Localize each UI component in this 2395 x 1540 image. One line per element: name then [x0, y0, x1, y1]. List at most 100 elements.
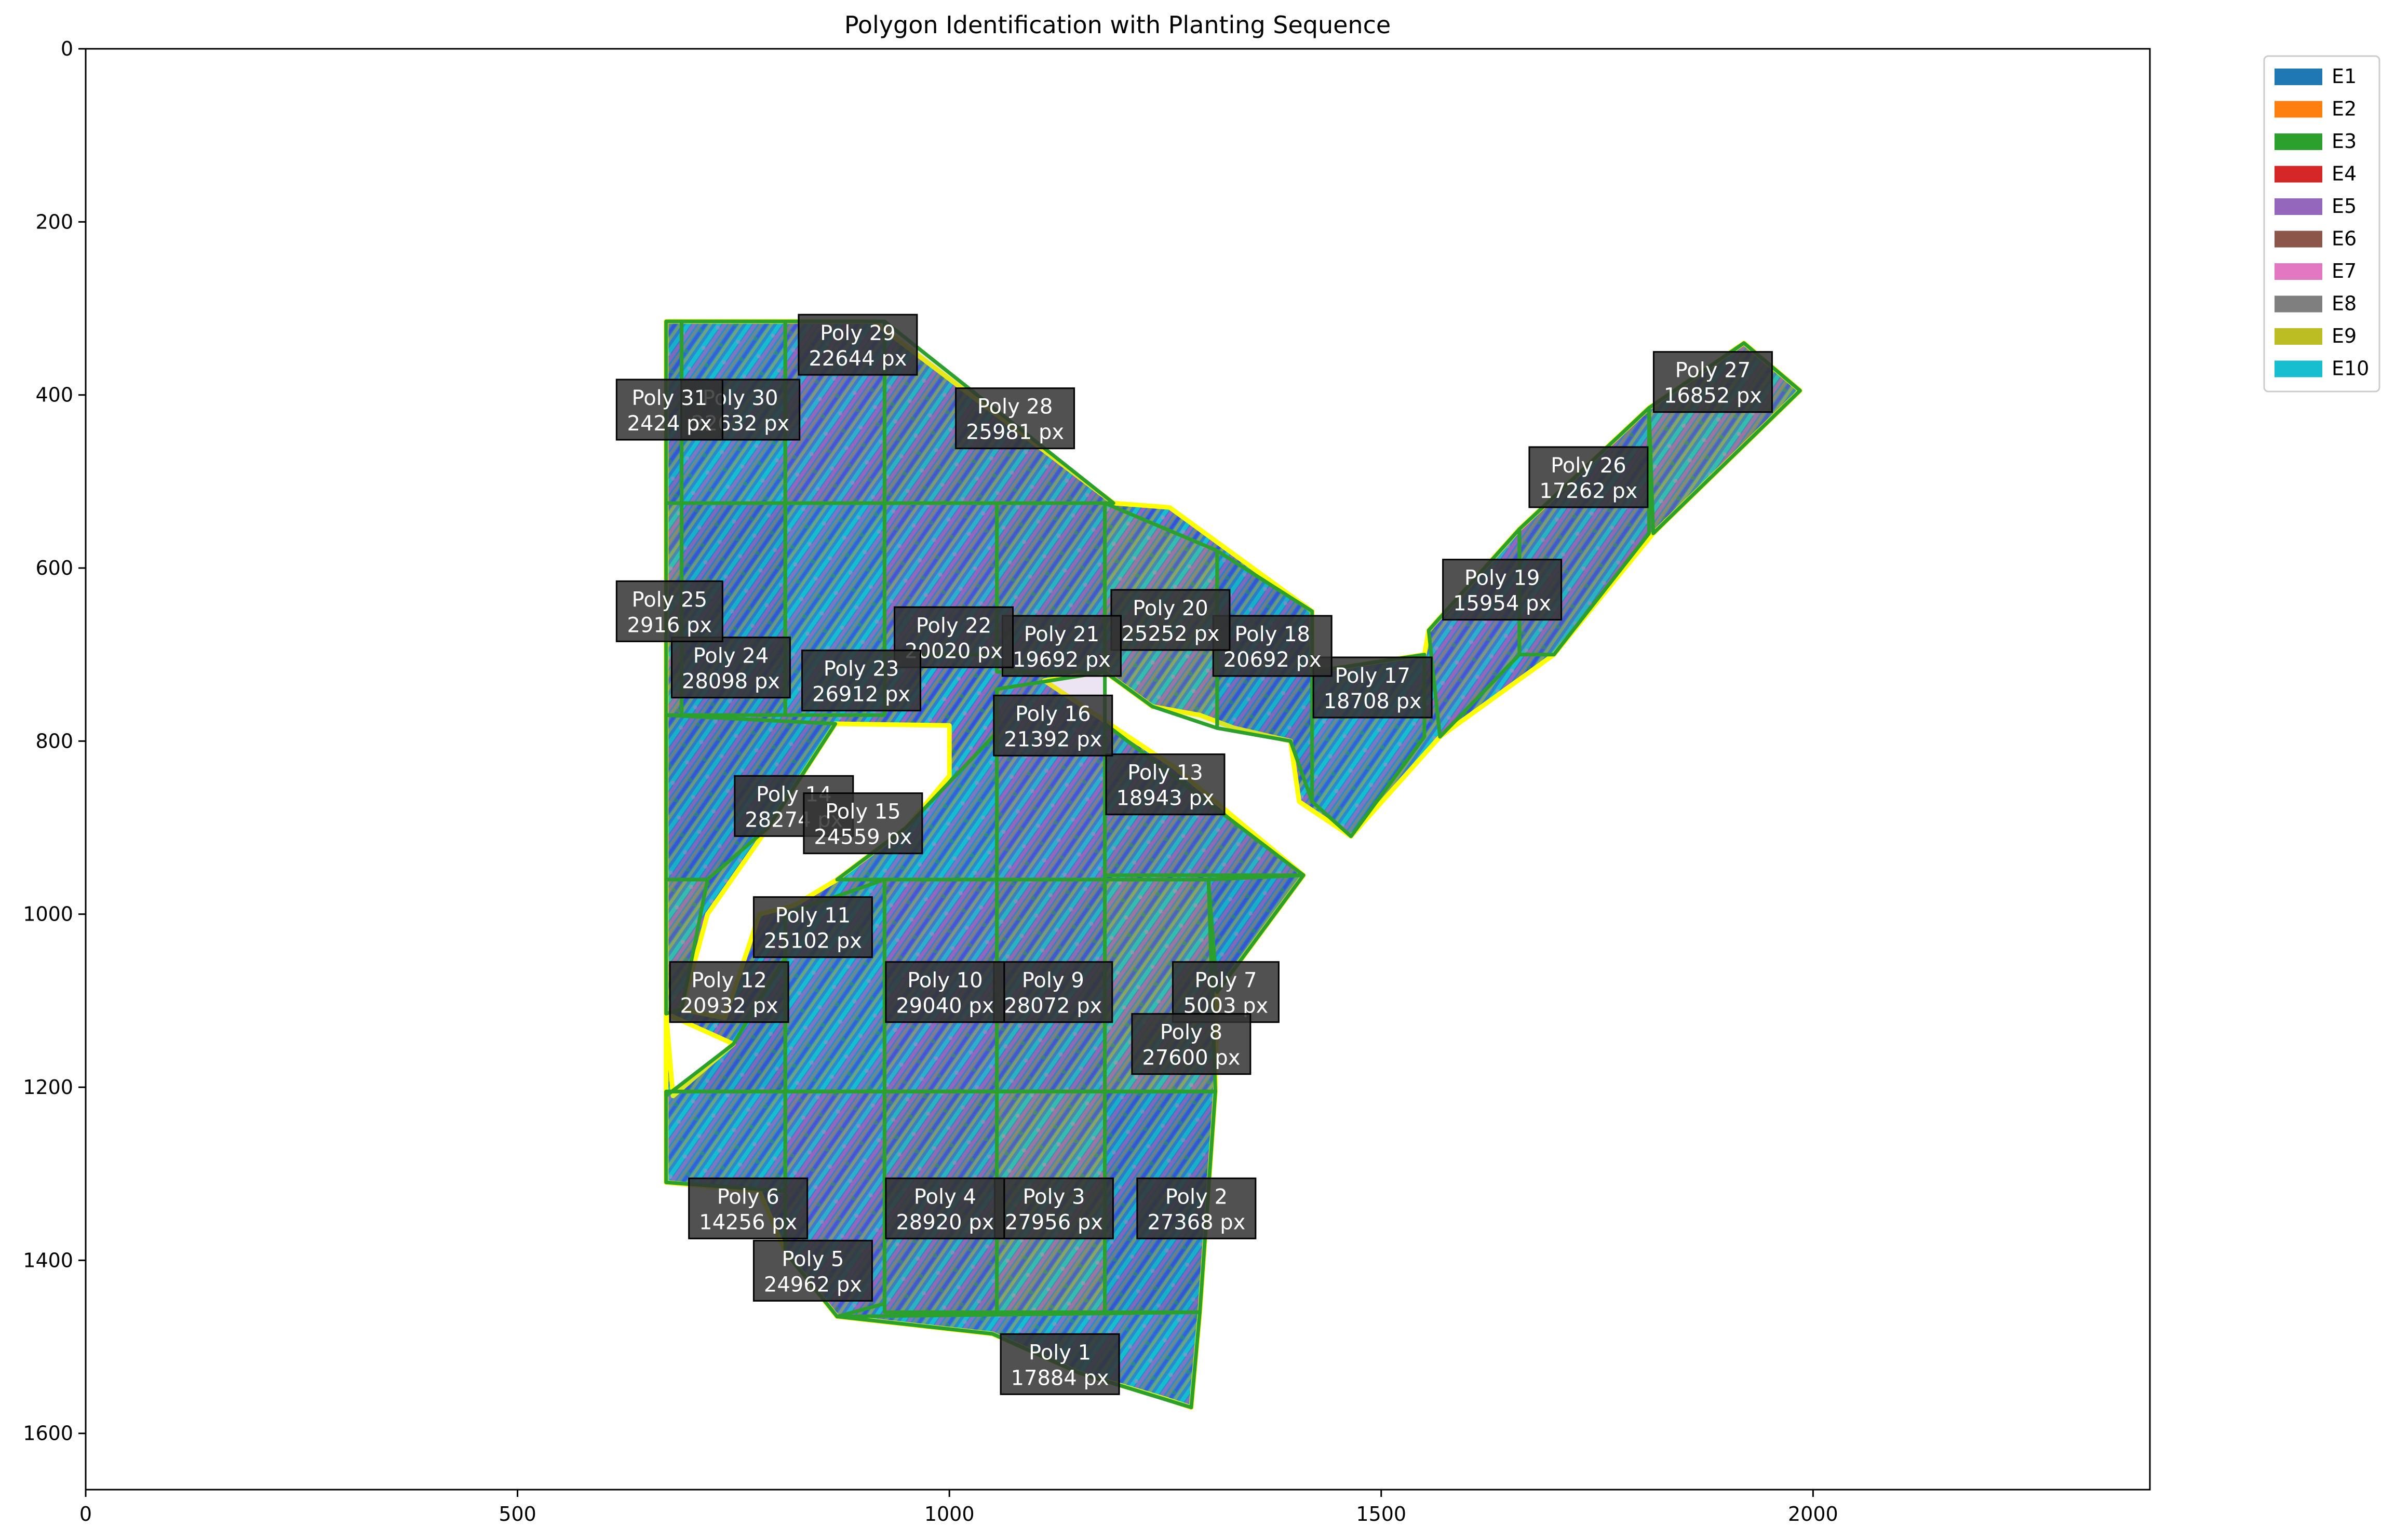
polygon-name: Poly 3 — [1022, 1185, 1085, 1209]
polygon-area: 14256 px — [699, 1210, 797, 1234]
polygon-name: Poly 13 — [1127, 761, 1203, 785]
label-box — [955, 387, 1075, 450]
legend-label: E5 — [2332, 195, 2357, 218]
x-tick-label: 500 — [499, 1503, 536, 1525]
label-box — [803, 792, 923, 855]
polygon-area: 28098 px — [682, 670, 780, 694]
polygon-area: 17262 px — [1539, 479, 1637, 503]
label-box — [1172, 961, 1280, 1023]
y-tick-label: 1600 — [23, 1422, 73, 1445]
polygon-area: 16852 px — [1664, 384, 1762, 408]
label-box — [993, 694, 1113, 757]
polygon-area: 15954 px — [1453, 592, 1551, 616]
polygon-name: Poly 6 — [717, 1185, 779, 1209]
polygon-name: Poly 23 — [824, 657, 899, 681]
legend-label: E7 — [2332, 260, 2357, 282]
polygon-area: 20932 px — [680, 994, 778, 1018]
polygon-name: Poly 12 — [691, 969, 767, 993]
label-box — [1105, 753, 1226, 816]
legend: E1 E2 E3 E4 E5 E6 E7 E8 E9 E10 — [2263, 55, 2380, 393]
x-tick-label: 0 — [79, 1503, 92, 1525]
polygon-area: 25981 px — [966, 421, 1064, 444]
legend-swatch — [2275, 166, 2322, 183]
y-axis: 0 200 400 600 800 1000 1200 1400 1600 — [23, 37, 86, 1445]
label-box — [1212, 615, 1333, 677]
x-tick-label: 1500 — [1356, 1503, 1406, 1525]
x-tick-label: 2000 — [1788, 1503, 1838, 1525]
polygon-name: Poly 4 — [914, 1185, 976, 1209]
polygon-area: 27956 px — [1005, 1210, 1103, 1234]
label-box — [752, 896, 873, 958]
polygon-name: Poly 7 — [1194, 969, 1257, 993]
label-box — [688, 1177, 809, 1239]
legend-swatch — [2275, 133, 2322, 150]
label-box — [1131, 1013, 1252, 1075]
polygon-area: 24962 px — [764, 1273, 862, 1296]
polygon-name: Poly 31 — [632, 386, 708, 410]
legend-swatch — [2275, 328, 2322, 345]
label-box — [1528, 446, 1649, 508]
polygon-name: Poly 16 — [1015, 702, 1091, 726]
polygon-area: 26912 px — [812, 683, 910, 707]
polygon-name: Poly 28 — [977, 395, 1053, 419]
chart-title: Polygon Identification with Planting Seq… — [844, 11, 1391, 39]
label-box — [993, 1177, 1114, 1239]
legend-label: E2 — [2332, 98, 2357, 120]
y-tick-label: 200 — [35, 210, 73, 233]
legend-swatch — [2275, 231, 2322, 248]
y-tick-label: 600 — [35, 557, 73, 579]
label-box — [993, 961, 1113, 1023]
legend-label: E6 — [2332, 227, 2357, 250]
legend-swatch — [2275, 360, 2322, 377]
legend-swatch — [2275, 198, 2322, 215]
legend-label: E8 — [2332, 292, 2357, 315]
polygon-area: 25252 px — [1121, 622, 1219, 646]
polygon-name: Poly 21 — [1024, 623, 1100, 646]
label-box — [1442, 559, 1563, 621]
legend-swatch — [2275, 295, 2322, 313]
label-box — [1136, 1177, 1257, 1239]
legend-label: E3 — [2332, 130, 2357, 153]
polygon-area: 18943 px — [1116, 787, 1214, 810]
label-box — [885, 1177, 1005, 1239]
polygon-area: 22644 px — [809, 347, 907, 371]
polygon-area: 25102 px — [764, 929, 862, 953]
y-tick-label: 1400 — [23, 1249, 73, 1272]
polygon-area: 27368 px — [1147, 1210, 1245, 1234]
label-box — [1000, 1333, 1120, 1395]
y-tick-label: 400 — [35, 384, 73, 407]
polygon-name: Poly 2 — [1165, 1185, 1228, 1209]
label-box — [669, 961, 789, 1023]
polygon-name: Poly 11 — [775, 904, 851, 928]
polygon-area: 18708 px — [1324, 690, 1422, 713]
legend-label: E9 — [2332, 325, 2357, 347]
polygon-area: 20692 px — [1223, 648, 1322, 672]
legend-swatch — [2275, 101, 2322, 118]
polygon-name: Poly 25 — [632, 588, 708, 612]
polygon-area: 19692 px — [1013, 648, 1111, 672]
label-box — [615, 580, 723, 642]
polygon-name: Poly 29 — [820, 321, 896, 345]
y-tick-label: 800 — [35, 730, 73, 752]
